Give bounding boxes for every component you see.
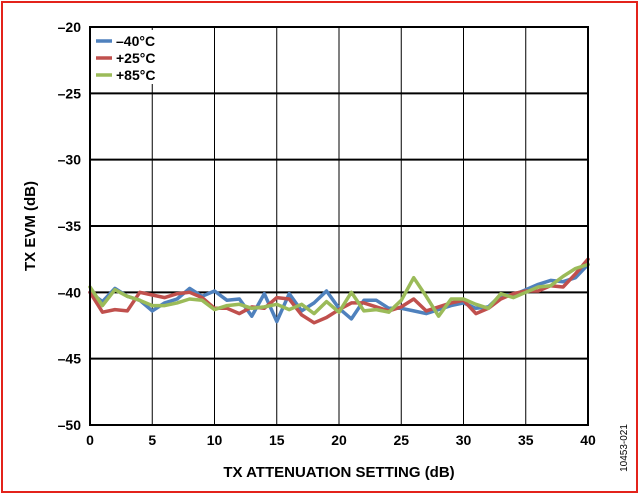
x-tick-label: 25 bbox=[393, 432, 409, 448]
y-tick-label: –50 bbox=[58, 417, 82, 433]
y-tick-label: –40 bbox=[58, 284, 82, 300]
x-tick-label: 35 bbox=[518, 432, 534, 448]
y-tick-label: –35 bbox=[58, 218, 82, 234]
series-lines bbox=[88, 257, 590, 325]
y-tick-label: –30 bbox=[58, 152, 82, 168]
y-tick-label: –45 bbox=[58, 351, 82, 367]
legend-label: –40°C bbox=[116, 33, 155, 49]
x-tick-label: 10 bbox=[207, 432, 223, 448]
x-tick-labels: 0 5 10 15 20 25 30 35 40 bbox=[86, 432, 596, 448]
figure-code: 10453-021 bbox=[619, 424, 630, 472]
legend-label: +85°C bbox=[116, 67, 155, 83]
x-tick-label: 40 bbox=[580, 432, 596, 448]
series-line-2 bbox=[88, 262, 590, 318]
legend: –40°C+25°C+85°C bbox=[93, 30, 173, 84]
y-tick-label: –25 bbox=[58, 85, 82, 101]
x-tick-label: 0 bbox=[86, 432, 94, 448]
y-tick-labels: –20 –25 –30 –35 –40 –45 –50 bbox=[58, 19, 82, 433]
x-tick-label: 5 bbox=[148, 432, 156, 448]
legend-label: +25°C bbox=[116, 50, 155, 66]
y-tick-label: –20 bbox=[58, 19, 82, 35]
x-axis-title: TX ATTENUATION SETTING (dB) bbox=[223, 464, 454, 481]
y-axis-title: TX EVM (dB) bbox=[22, 181, 39, 271]
x-tick-label: 15 bbox=[269, 432, 285, 448]
x-tick-label: 30 bbox=[456, 432, 472, 448]
plot-area-border bbox=[89, 26, 589, 426]
x-tick-label: 20 bbox=[331, 432, 347, 448]
grid bbox=[89, 26, 589, 426]
